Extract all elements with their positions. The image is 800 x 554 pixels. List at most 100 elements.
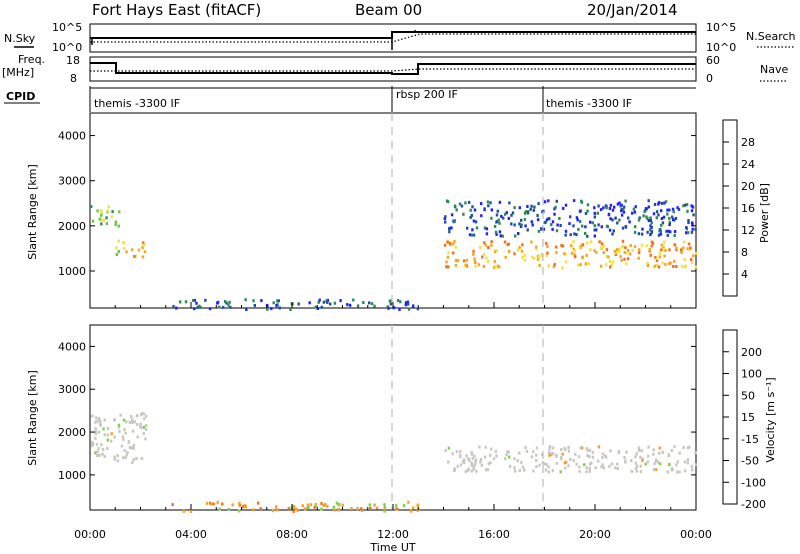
velocity-cell — [585, 447, 588, 451]
velocity-cell — [586, 448, 590, 452]
power-cell — [252, 299, 255, 303]
velocity-cell — [412, 506, 415, 510]
power-cell — [616, 248, 619, 252]
velocity-cell — [520, 460, 523, 464]
velocity-cell — [292, 509, 295, 513]
power-cell — [655, 259, 659, 262]
power-cell — [513, 223, 516, 227]
velocity-cell — [103, 418, 106, 422]
power-cell — [640, 243, 644, 247]
power-cell — [172, 305, 175, 308]
velocity-cell — [610, 462, 614, 466]
velocity-cell — [540, 453, 544, 457]
velocity-cell — [686, 458, 690, 462]
power-cell — [326, 300, 329, 304]
power-cell — [541, 210, 544, 214]
power-cell — [686, 209, 689, 213]
power-cell — [645, 244, 649, 248]
velocity-cell — [690, 464, 694, 468]
power-cell — [483, 226, 487, 230]
power-cell — [625, 262, 628, 266]
power-cell — [406, 300, 410, 304]
power-cell — [227, 303, 230, 307]
power-cell — [115, 246, 118, 250]
colorbar-tick-label: -50 — [741, 455, 759, 468]
velocity-cell — [368, 503, 371, 507]
velocity-cell — [682, 446, 685, 449]
power-cell — [479, 245, 482, 249]
power-cell — [691, 261, 694, 264]
power-cell — [568, 222, 571, 226]
power-cell — [616, 202, 620, 206]
power-cell — [574, 255, 577, 259]
power-cell — [537, 202, 540, 206]
power-cell — [179, 300, 182, 304]
velocity-cell — [574, 452, 577, 456]
velocity-cell — [551, 451, 554, 455]
velocity-cell — [479, 460, 482, 464]
velocity-cell — [99, 419, 102, 423]
power-cell — [684, 203, 687, 207]
power-cell — [573, 249, 577, 253]
freq-tick-top: 18 — [66, 54, 80, 67]
power-cell — [572, 224, 575, 228]
power-cell — [622, 208, 625, 212]
nsky-steps — [91, 30, 416, 50]
velocity-cell — [135, 414, 139, 418]
power-cell — [474, 264, 477, 268]
velocity-cell — [604, 454, 607, 458]
power-cell — [387, 306, 390, 310]
power-cell — [589, 220, 592, 224]
x-axis-labels: 00:00 04:00 08:00 12:00 16:00 20:00 00:00 — [74, 528, 712, 541]
power-cell — [540, 254, 544, 258]
velocity-cell — [296, 508, 299, 512]
velocity-cell — [616, 462, 619, 466]
power-cell — [637, 232, 641, 236]
velocity-cell — [287, 507, 290, 511]
velocity-cell — [124, 455, 127, 459]
velocity-cell — [639, 464, 642, 468]
power-cell — [193, 298, 196, 302]
power-cell — [416, 307, 420, 311]
power-cell — [576, 218, 579, 222]
velocity-cell — [131, 461, 134, 464]
velocity-cell — [125, 420, 128, 424]
power-cell — [650, 244, 653, 248]
power-cell — [608, 207, 612, 210]
velocity-cell — [559, 455, 563, 459]
power-cell — [329, 302, 332, 306]
velocity-cell — [465, 454, 468, 458]
nsearch-tick-bottom: 10^0 — [706, 41, 736, 54]
velocity-cell — [459, 455, 462, 459]
power-cell — [618, 218, 621, 222]
velocity-cell — [494, 449, 497, 453]
velocity-cell — [463, 460, 466, 464]
velocity-cell — [646, 460, 649, 464]
velocity-cell — [145, 424, 148, 427]
power-cell — [586, 209, 589, 213]
power-cell — [536, 257, 540, 261]
velocity-cell — [480, 463, 484, 467]
power-cell — [333, 301, 337, 305]
velocity-cell — [335, 501, 339, 505]
power-cell — [398, 308, 401, 311]
velocity-cell — [596, 459, 600, 463]
power-cell — [649, 216, 652, 220]
power-cell — [518, 206, 521, 210]
power-cell — [599, 246, 602, 250]
power-cell — [646, 261, 649, 265]
power-cell — [658, 255, 662, 259]
power-cell — [523, 211, 527, 215]
power-cell — [118, 210, 121, 214]
power-cell — [584, 225, 587, 229]
power-cell — [225, 301, 228, 305]
velocity-cell — [554, 453, 557, 457]
power-cell — [622, 210, 626, 214]
power-cell — [650, 225, 653, 229]
power-cell — [668, 262, 671, 266]
velocity-cell — [470, 461, 473, 465]
power-cell — [456, 259, 459, 263]
power-cell — [605, 263, 608, 267]
power-cell — [511, 211, 515, 215]
power-cell — [114, 223, 117, 227]
